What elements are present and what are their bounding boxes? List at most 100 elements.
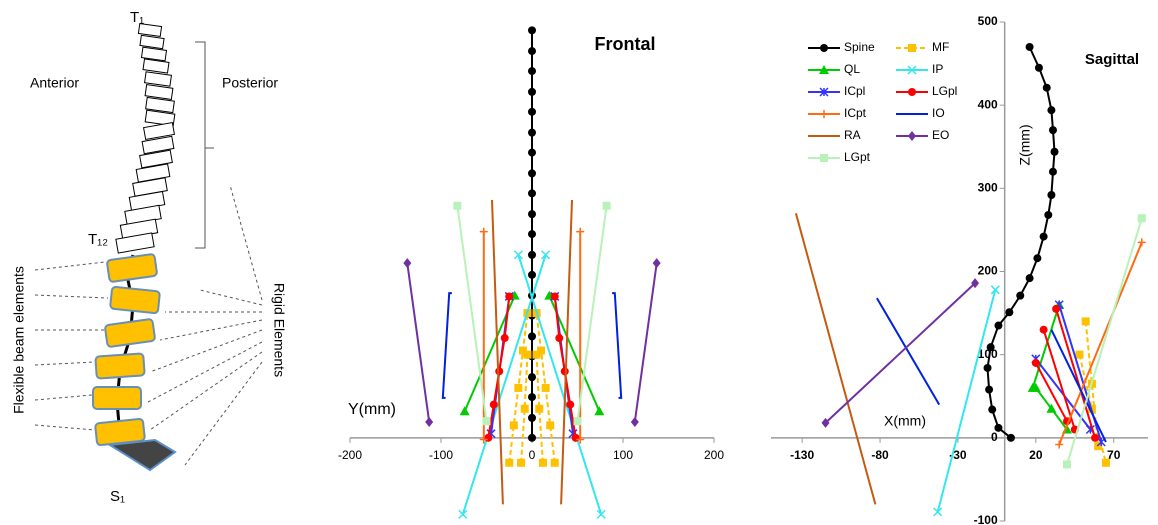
rigid-vertebra xyxy=(144,84,174,100)
marker xyxy=(1048,167,1057,176)
marker xyxy=(985,385,994,394)
legend-label: ICpl xyxy=(844,84,865,98)
marker xyxy=(528,107,536,116)
marker xyxy=(482,417,491,426)
marker xyxy=(986,343,995,352)
legend-marker xyxy=(820,44,828,52)
marker xyxy=(514,383,523,392)
series-line xyxy=(936,289,997,513)
y-tick-label: 500 xyxy=(978,14,998,28)
marker xyxy=(528,433,536,442)
marker xyxy=(550,292,559,301)
marker xyxy=(566,400,575,409)
legend-label: LGpt xyxy=(844,150,871,164)
flexible-disc xyxy=(106,253,158,283)
series-line xyxy=(1034,308,1096,439)
x-tick-label: -200 xyxy=(338,448,362,462)
marker xyxy=(528,26,536,35)
marker xyxy=(528,373,536,382)
legend-label: ICpt xyxy=(844,106,867,120)
marker xyxy=(528,250,536,259)
marker xyxy=(1075,350,1084,359)
rigid-vertebra xyxy=(144,109,176,127)
marker xyxy=(1044,210,1053,219)
flexible-disc xyxy=(92,386,142,410)
rigid-vertebra xyxy=(137,22,163,38)
leader-line xyxy=(34,394,93,401)
series-line xyxy=(1058,242,1143,445)
x-tick-label: 70 xyxy=(1107,448,1121,462)
marker xyxy=(528,413,536,422)
marker xyxy=(630,417,639,428)
marker xyxy=(541,383,550,392)
marker xyxy=(528,128,536,137)
bottom-label: S₁ xyxy=(110,488,125,505)
leader-line xyxy=(34,424,96,431)
marker xyxy=(528,189,536,198)
series-line xyxy=(441,292,623,399)
marker xyxy=(541,250,551,260)
rigid-vertebra xyxy=(141,135,175,155)
y-tick-label: 200 xyxy=(978,264,998,278)
marker xyxy=(484,433,493,442)
marker xyxy=(1016,291,1025,300)
marker xyxy=(594,406,605,416)
marker xyxy=(1025,42,1034,51)
marker xyxy=(1047,106,1056,115)
marker xyxy=(971,278,980,289)
marker xyxy=(528,87,536,96)
marker xyxy=(1137,238,1146,247)
leader-line xyxy=(149,351,263,431)
marker xyxy=(528,210,536,219)
marker xyxy=(528,67,536,76)
marker xyxy=(933,507,943,517)
marker xyxy=(528,169,536,178)
marker xyxy=(509,421,518,430)
marker xyxy=(1055,440,1064,449)
marker xyxy=(528,47,536,56)
legend-label: Spine xyxy=(844,40,875,54)
marker xyxy=(1031,358,1040,367)
marker xyxy=(489,400,498,409)
marker xyxy=(1030,382,1041,392)
marker xyxy=(532,350,541,359)
series-line xyxy=(456,205,608,422)
rigid-vertebra xyxy=(143,71,173,87)
marker xyxy=(518,346,527,355)
marker xyxy=(459,406,470,416)
marker xyxy=(990,285,1000,295)
series-line xyxy=(461,254,603,515)
legend-marker xyxy=(908,44,916,52)
flexible-disc xyxy=(94,352,146,380)
marker xyxy=(479,435,488,444)
marker xyxy=(596,509,606,519)
legend-marker xyxy=(907,65,917,75)
marker xyxy=(994,423,1003,432)
marker xyxy=(1081,317,1090,326)
marker xyxy=(479,227,488,236)
marker xyxy=(1039,325,1048,334)
marker xyxy=(571,433,580,442)
marker xyxy=(1062,460,1071,469)
x-tick-label: -80 xyxy=(871,448,889,462)
legend-label: RA xyxy=(844,128,861,142)
top-label: T₁ xyxy=(130,9,144,26)
series-line xyxy=(876,297,1107,443)
x-tick-label: -130 xyxy=(790,448,814,462)
marker xyxy=(1048,126,1057,135)
marker xyxy=(528,393,536,402)
x-tick-label: 100 xyxy=(613,448,633,462)
legend-label: MF xyxy=(932,40,949,54)
marker xyxy=(1025,274,1034,283)
flexible-disc xyxy=(104,318,156,348)
rigid-vertebra xyxy=(139,34,165,50)
leader-line xyxy=(199,289,263,306)
marker xyxy=(403,258,412,269)
leader-line xyxy=(34,294,109,299)
marker xyxy=(505,458,514,467)
legend-label: IO xyxy=(932,106,945,120)
anterior-label: Anterior xyxy=(30,75,79,91)
marker xyxy=(1050,147,1059,156)
marker xyxy=(523,350,532,359)
